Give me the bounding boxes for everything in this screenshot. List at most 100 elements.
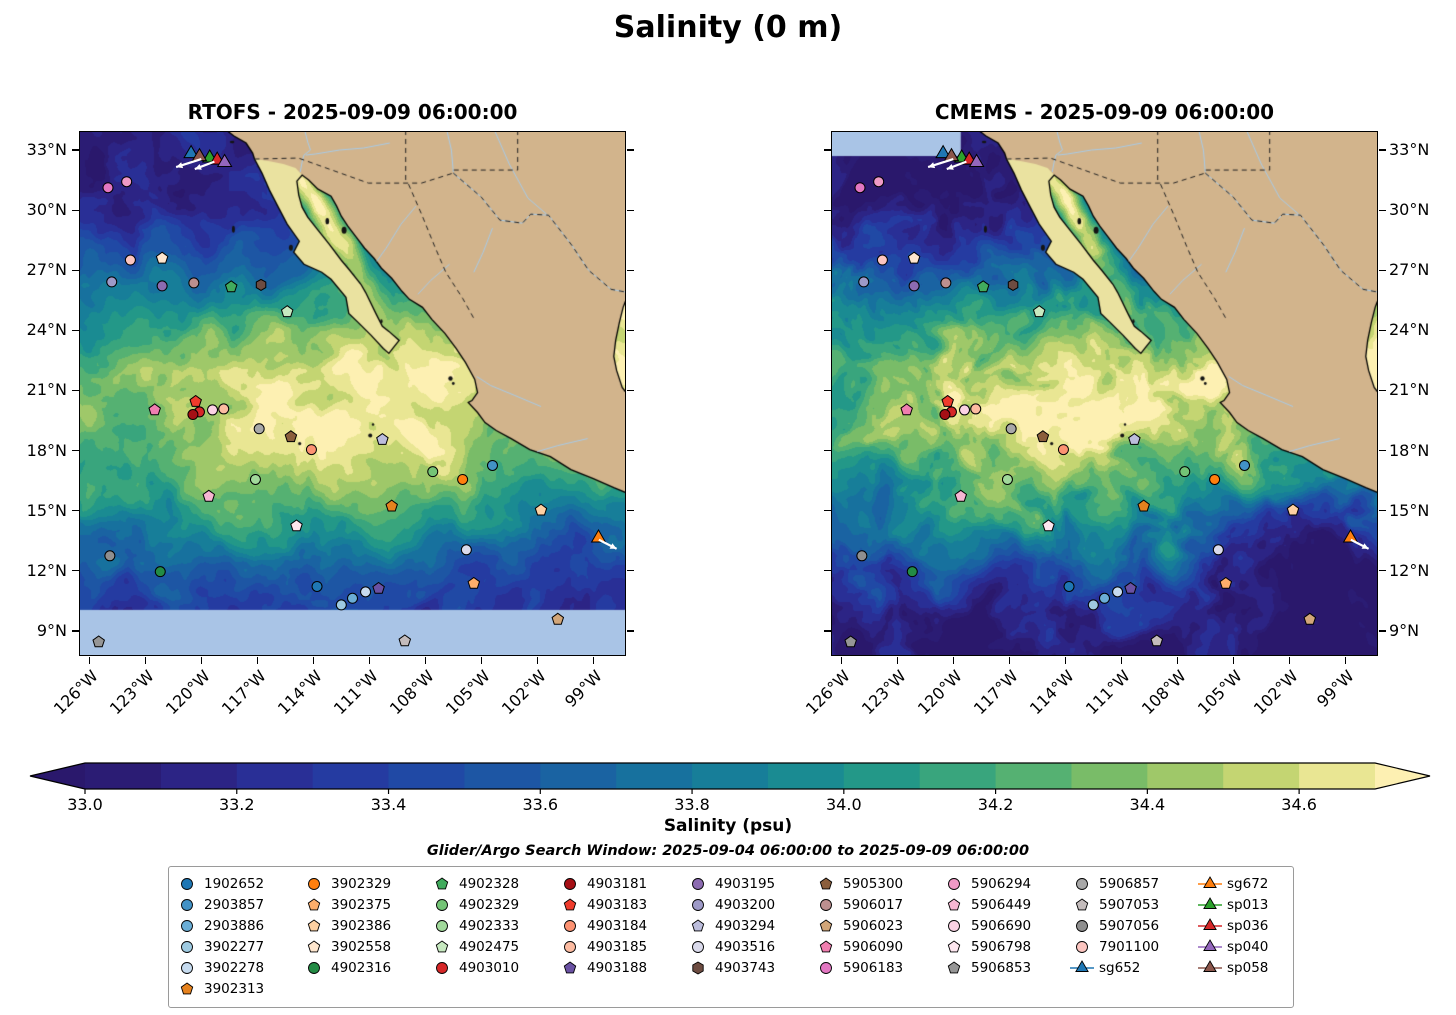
- legend-entry-2903886: 2903886: [174, 917, 264, 934]
- legend-marker: [564, 877, 576, 890]
- legend-marker: [181, 898, 193, 911]
- circle-marker-icon: [436, 898, 448, 911]
- hexagon-marker-icon: [692, 960, 704, 975]
- circle-marker-icon: [436, 961, 448, 974]
- circle-marker-icon: [820, 961, 832, 974]
- lon-tick-label: 108°W: [1138, 666, 1191, 719]
- lat-tick: [71, 570, 79, 572]
- legend-entry-4903185: 4903185: [557, 938, 647, 955]
- legend-entry-sp013: sp013: [1197, 896, 1268, 913]
- circle-marker-icon: [948, 919, 960, 932]
- lon-tick: [144, 656, 146, 664]
- legend-marker: [1203, 875, 1217, 888]
- pentagon-marker-icon: [307, 897, 321, 910]
- legend-label: 5907053: [1099, 896, 1160, 913]
- legend-entry-5907053: 5907053: [1069, 896, 1159, 913]
- legend-entry-sg652: sg652: [1069, 959, 1140, 976]
- lon-tick: [1232, 656, 1234, 664]
- legend-entry-4903195: 4903195: [685, 875, 775, 892]
- circle-marker-icon: [692, 940, 704, 953]
- colorbar-tick-label: 33.0: [67, 795, 103, 814]
- lat-tick: [626, 149, 634, 151]
- lat-tick-label: 9°N: [36, 620, 67, 640]
- legend-marker: [1076, 940, 1088, 953]
- lon-tick: [1064, 656, 1066, 664]
- colorbar-tick-label: 34.2: [978, 795, 1014, 814]
- legend-label: 5906090: [843, 938, 904, 955]
- lat-tick: [1378, 269, 1386, 271]
- legend-entry-3902278: 3902278: [174, 959, 264, 976]
- legend-marker: [563, 960, 577, 973]
- colorbar-segment: [1223, 763, 1300, 789]
- legend-label: 4903200: [715, 896, 776, 913]
- legend-marker: [564, 919, 576, 932]
- pentagon-marker-icon: [435, 939, 449, 952]
- lat-tick-label: 30°N: [1389, 200, 1430, 220]
- legend-marker: [307, 939, 321, 952]
- legend-marker: [947, 960, 961, 973]
- legend-entry-3902386: 3902386: [301, 917, 391, 934]
- circle-marker-icon: [181, 961, 193, 974]
- colorbar-svg: 33.0 33.2 33.4 33.6 33.8 34.0 34.2 34.4 34.6: [29, 762, 1431, 814]
- legend-label: 2903857: [204, 896, 265, 913]
- legend-entry-5906183: 5906183: [813, 959, 903, 976]
- legend-label: 4903181: [587, 875, 648, 892]
- legend-label: 5906449: [971, 896, 1032, 913]
- lat-tick-label: 27°N: [1389, 260, 1430, 280]
- lat-tick: [1378, 450, 1386, 452]
- legend-label: 5906853: [971, 959, 1032, 976]
- circle-marker-icon: [564, 877, 576, 890]
- lon-tick-label: 123°W: [106, 666, 159, 719]
- lat-tick: [1378, 149, 1386, 151]
- legend-label: 2903886: [204, 917, 265, 934]
- legend-label: 1902652: [204, 875, 265, 892]
- legend-entry-4902316: 4902316: [301, 959, 391, 976]
- lon-tick-label: 114°W: [1026, 666, 1079, 719]
- lat-tick-label: 18°N: [1389, 440, 1430, 460]
- lat-tick: [71, 209, 79, 211]
- legend-entry-4903188: 4903188: [557, 959, 647, 976]
- colorbar-segment: [236, 763, 314, 789]
- pentagon-marker-icon: [307, 918, 321, 931]
- lat-tick: [823, 630, 831, 632]
- lat-tick-label: 9°N: [1389, 620, 1420, 640]
- legend-entry-sp040: sp040: [1197, 938, 1268, 955]
- circle-marker-icon: [948, 877, 960, 890]
- colorbar-segment: [1071, 763, 1148, 789]
- lon-tick: [1008, 656, 1010, 664]
- circle-marker-icon: [181, 877, 193, 890]
- legend-entry-5906294: 5906294: [941, 875, 1031, 892]
- lat-tick: [823, 570, 831, 572]
- lon-tick: [424, 656, 426, 664]
- legend-entry-1902652: 1902652: [174, 875, 264, 892]
- legend-marker: [820, 898, 832, 911]
- lon-tick: [200, 656, 202, 664]
- legend-entry-5906090: 5906090: [813, 938, 903, 955]
- pentagon-marker-icon: [819, 939, 833, 952]
- cmems-salinity-field-canvas: [831, 131, 1377, 655]
- lon-tick-label: 105°W: [1194, 666, 1247, 719]
- lat-tick-label: 18°N: [26, 440, 67, 460]
- lat-tick: [626, 510, 634, 512]
- legend-entry-3902277: 3902277: [174, 938, 264, 955]
- triangle-marker-icon: [1198, 959, 1222, 972]
- lon-tick: [896, 656, 898, 664]
- pentagon-marker-icon: [819, 918, 833, 931]
- circle-marker-icon: [308, 877, 320, 890]
- lat-tick: [626, 630, 634, 632]
- colorbar-tick-label: 33.4: [371, 795, 407, 814]
- legend-entry-4903183: 4903183: [557, 896, 647, 913]
- legend-box: 1902652 2903857 2903886 3902277 3902278 39023…: [168, 866, 1294, 1008]
- legend-marker: [1203, 938, 1217, 951]
- legend-entry-3902313: 3902313: [174, 980, 264, 997]
- legend-label: 7901100: [1099, 938, 1160, 955]
- colorbar-segment: [995, 763, 1073, 789]
- legend-marker: [435, 939, 449, 952]
- legend-label: 5907056: [1099, 917, 1160, 934]
- pentagon-marker-icon: [819, 876, 833, 889]
- legend-entry-sp036: sp036: [1197, 917, 1268, 934]
- lon-tick-label: 99°W: [1313, 666, 1358, 711]
- search-window-subtitle: Glider/Argo Search Window: 2025-09-04 06…: [426, 843, 1030, 859]
- colorbar: 33.0 33.2 33.4 33.6 33.8 34.0 34.2 34.4 34.6: [0, 760, 1456, 820]
- lon-tick: [312, 656, 314, 664]
